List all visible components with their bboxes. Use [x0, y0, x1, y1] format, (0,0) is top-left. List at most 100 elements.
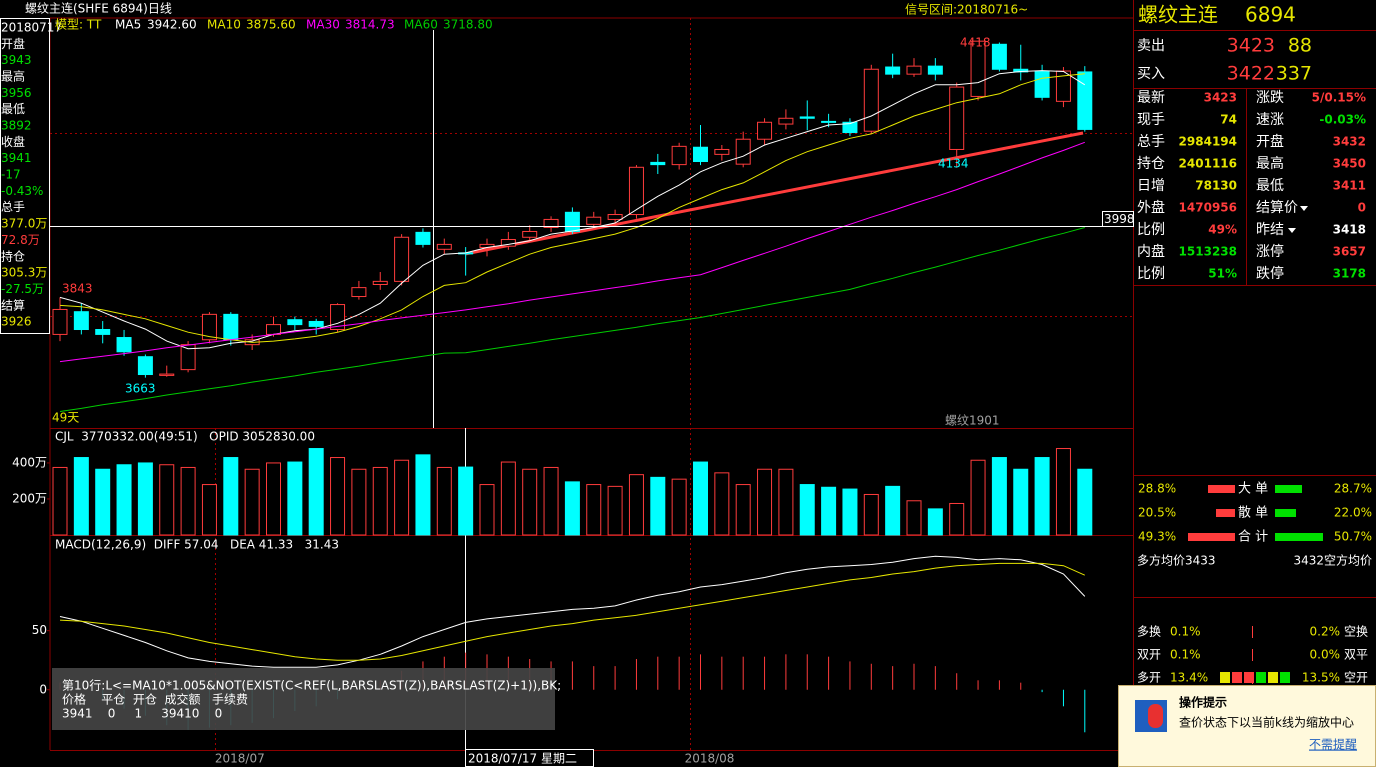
volume-bar [1055, 448, 1071, 536]
volume-bar [372, 466, 388, 536]
candle-body [159, 373, 175, 376]
info-line: 最高 [1, 69, 25, 84]
quote-value: 0 [1358, 201, 1366, 215]
change-value: 0.1% [1170, 625, 1201, 639]
candle-body [863, 68, 879, 132]
quote-label: 现手 [1137, 112, 1165, 128]
volume-bar [949, 502, 965, 536]
order-volume: 88 [1288, 35, 1312, 57]
candle-body [73, 311, 89, 331]
volume-bar [650, 476, 666, 536]
change-label: 空开 [1344, 671, 1368, 685]
info-line: 结算 [1, 297, 25, 312]
change-value: 13.5% [1302, 671, 1340, 685]
volume-bar [607, 485, 623, 536]
avg-short: 3432空方均价 [1293, 553, 1372, 568]
volume-bar [863, 493, 879, 536]
model-label: 模型: TT [55, 18, 102, 32]
info-line: -0.43% [1, 184, 43, 198]
volume-bar [735, 484, 751, 536]
quote-label: 外盘 [1137, 199, 1165, 216]
volume-bar [415, 454, 431, 536]
volume-bar [394, 459, 410, 536]
quote-label: 最新 [1137, 90, 1165, 106]
period-label: 49天 [52, 411, 79, 425]
candle-body [991, 43, 1007, 70]
change-label: 双开 [1137, 648, 1161, 662]
change-block [1232, 672, 1242, 683]
volume-header: CJL 3770332.00(49:51) OPID 3052830.00 [55, 430, 315, 444]
volume-bar [564, 481, 580, 536]
quote-value: 2401116 [1179, 157, 1237, 171]
flow-bar-red [1216, 509, 1235, 517]
candle-body [95, 329, 111, 335]
info-line: 持仓 [1, 248, 25, 263]
candle-body [693, 146, 708, 163]
info-line: 377.0万 [1, 217, 47, 231]
volume-bar [586, 484, 602, 536]
change-value: 0.1% [1170, 648, 1201, 662]
candle-body [137, 356, 153, 376]
volume-bar [628, 474, 644, 536]
candle-body [757, 121, 773, 140]
change-block [1280, 672, 1290, 683]
candle-body [714, 148, 730, 155]
change-label: 多换 [1137, 625, 1161, 639]
dismiss-link[interactable]: 不需提醒 [1309, 737, 1357, 752]
quote-label: 持仓 [1137, 156, 1165, 172]
x-tick-label: 2018/08 [685, 752, 735, 766]
popup-title: 操作提示 [1179, 695, 1227, 710]
info-line: 305.3万 [1, 266, 47, 280]
info-line: -27.5万 [1, 282, 44, 296]
quote-label: 速涨 [1256, 112, 1284, 128]
flow-bar-green [1275, 485, 1302, 493]
candle-body [949, 86, 965, 150]
legend-name: MA30 [306, 18, 340, 32]
volume-bar [1077, 468, 1093, 536]
quote-value: 51% [1208, 267, 1237, 281]
quote-label: 昨结 [1256, 222, 1284, 238]
legend-name: MA60 [404, 18, 438, 32]
info-line: 总手 [1, 200, 25, 214]
order-price: 3423 [1227, 35, 1275, 57]
volume-bar [1013, 468, 1029, 536]
legend-name: MA5 [115, 18, 141, 32]
quote-value: 3432 [1333, 135, 1366, 149]
candle-body [308, 320, 324, 327]
quote-title: 螺纹主连 [1138, 3, 1218, 27]
price-annotation: 4418 [960, 36, 991, 50]
y-tick-label: 50 [32, 623, 47, 637]
order-label: 买入 [1137, 66, 1165, 82]
candle-body [564, 211, 580, 232]
info-line: 最低 [1, 102, 25, 116]
candle-body [522, 230, 538, 238]
volume-bar [351, 468, 367, 536]
frame [49, 0, 1376, 767]
volume-bar [1034, 457, 1050, 536]
volume-bar [308, 448, 324, 536]
info-line: 72.8万 [1, 233, 40, 247]
y-tick-label: 400万 [12, 455, 47, 469]
volume-bar [479, 484, 495, 536]
flow-bar-green [1275, 509, 1296, 517]
formula-columns: 价格 平仓 开仓 成交额 手续费 [62, 692, 248, 707]
quote-label: 结算价 [1256, 200, 1298, 216]
volume-bar [757, 468, 773, 536]
quote-label: 比例 [1137, 266, 1165, 282]
volume-bar [543, 466, 559, 536]
volume-bar [201, 484, 217, 536]
candle-body [671, 145, 687, 166]
volume-bar [522, 468, 538, 536]
volume-bar [500, 461, 516, 536]
y-tick-label: 200万 [12, 491, 47, 505]
quote-value: 3423 [1204, 91, 1237, 105]
flow-bar-red [1208, 485, 1235, 493]
flow-left: 28.8% [1138, 482, 1176, 496]
candle-body [842, 121, 858, 134]
info-line: 收盘 [1, 134, 25, 149]
candle-body [372, 280, 388, 285]
quote-value: 1513238 [1179, 245, 1237, 259]
volume-bar [778, 468, 794, 536]
volume-bar [842, 488, 858, 536]
